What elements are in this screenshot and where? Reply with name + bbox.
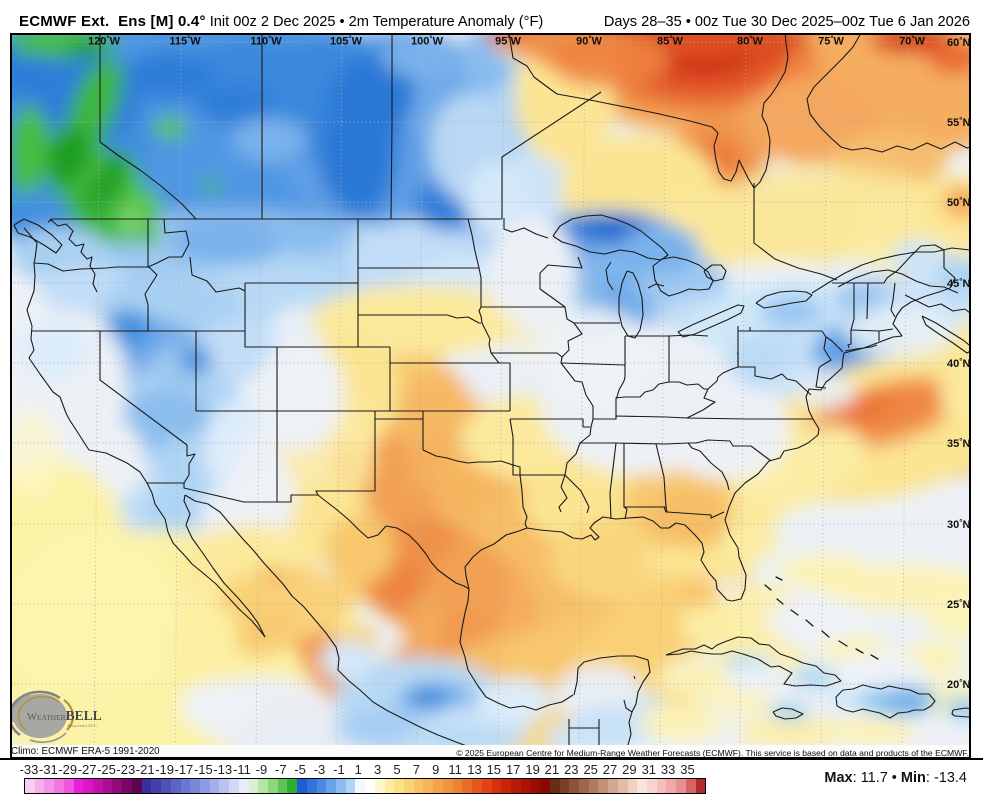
svg-text:115°W: 115°W [169, 35, 201, 48]
svg-text:90°W: 90°W [576, 35, 602, 48]
svg-text:75°W: 75°W [818, 35, 844, 48]
svg-text:120°W: 120°W [88, 35, 121, 48]
svg-text:55°N: 55°N [947, 116, 970, 129]
svg-text:110°W: 110°W [250, 35, 282, 48]
svg-text:105°W: 105°W [330, 35, 363, 48]
svg-text:35°N: 35°N [947, 437, 970, 450]
svg-text:20°N: 20°N [947, 678, 970, 691]
svg-text:80°W: 80°W [737, 35, 763, 48]
svg-text:85°W: 85°W [657, 35, 683, 48]
svg-text:70°W: 70°W [899, 35, 925, 48]
svg-text:95°W: 95°W [495, 35, 521, 48]
svg-text:50°N: 50°N [947, 196, 970, 209]
svg-text:60°N: 60°N [947, 36, 970, 49]
svg-text:45°N: 45°N [947, 277, 970, 290]
svg-text:ANALYTICS LLC: ANALYTICS LLC [67, 723, 97, 728]
svg-text:25°N: 25°N [947, 598, 970, 611]
svg-text:100°W: 100°W [411, 35, 444, 48]
svg-text:40°N: 40°N [947, 357, 970, 370]
svg-text:30°N: 30°N [947, 518, 970, 531]
